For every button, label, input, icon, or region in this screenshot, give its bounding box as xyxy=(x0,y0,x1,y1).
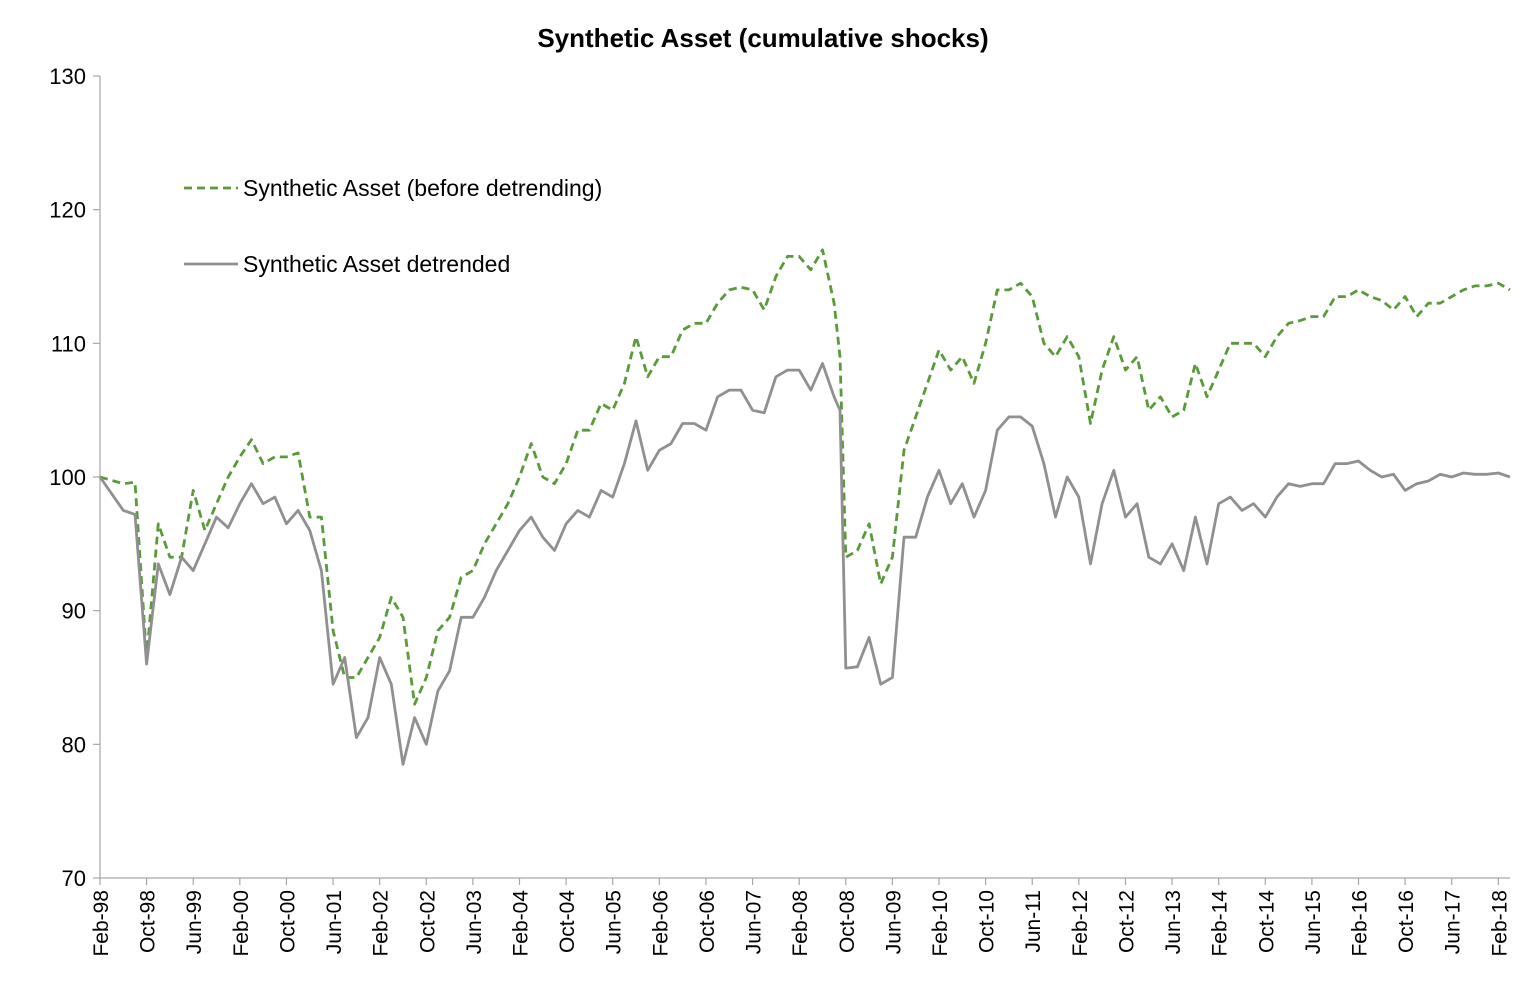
series-line-detrended xyxy=(98,361,1511,766)
x-tick-label: Feb-18 xyxy=(1488,890,1511,957)
x-tick-label: Feb-00 xyxy=(230,890,253,957)
legend: Synthetic Asset (before detrending) Synth… xyxy=(184,175,602,277)
x-tick-label: Feb-08 xyxy=(789,890,812,957)
x-tick-label: Jun-13 xyxy=(1162,890,1185,954)
x-tick-label: Feb-98 xyxy=(90,890,113,957)
x-tick-label: Oct-14 xyxy=(1255,890,1278,953)
x-tick-label: Oct-02 xyxy=(416,890,439,953)
x-tick-label: Jun-11 xyxy=(1022,890,1045,953)
x-tick-label: Oct-06 xyxy=(696,890,719,953)
x-tick-label: Jun-01 xyxy=(323,890,346,954)
legend-label: Synthetic Asset (before detrending) xyxy=(243,175,602,201)
x-tick-label: Feb-14 xyxy=(1209,890,1232,957)
y-tick-label: 110 xyxy=(51,331,86,356)
x-tick-label: Jun-17 xyxy=(1442,890,1465,954)
series-line-before-detrending xyxy=(99,248,1511,706)
x-tick-label: Oct-04 xyxy=(556,890,579,953)
x-tick-label: Feb-12 xyxy=(1069,890,1092,957)
y-tick-label: 120 xyxy=(49,198,86,223)
y-tick-label: 80 xyxy=(62,732,86,757)
chart-title: Synthetic Asset (cumulative shocks) xyxy=(537,23,988,53)
x-tick-label: Oct-16 xyxy=(1395,890,1418,953)
x-tick-label: Oct-08 xyxy=(836,890,859,953)
x-tick-label: Jun-15 xyxy=(1302,890,1325,954)
y-tick-label: 100 xyxy=(49,465,86,490)
x-tick-label: Oct-12 xyxy=(1115,890,1138,953)
y-tick-label: 130 xyxy=(49,64,86,89)
x-tick-label: Jun-99 xyxy=(183,890,206,954)
x-tick-label: Jun-07 xyxy=(743,890,766,954)
series-layer xyxy=(98,248,1511,766)
x-tick-label: Feb-16 xyxy=(1349,890,1372,957)
x-tick-label: Oct-98 xyxy=(137,890,160,953)
x-tick-label: Feb-06 xyxy=(649,890,672,957)
x-tick-label: Feb-02 xyxy=(370,890,393,957)
y-tick-label: 90 xyxy=(62,599,86,624)
x-tick-label: Feb-04 xyxy=(510,890,533,957)
x-tick-label: Jun-09 xyxy=(882,890,905,954)
x-tick-label: Jun-05 xyxy=(603,890,626,954)
legend-label: Synthetic Asset detrended xyxy=(243,251,510,277)
axes: 70 80 90 100 110 120 130 Feb-98 Oct-98 Jun-99 Feb-… xyxy=(49,64,1511,957)
x-tick-label: Feb-10 xyxy=(929,890,952,957)
x-tick-label: Oct-00 xyxy=(276,890,299,953)
x-tick-label: Jun-03 xyxy=(463,890,486,954)
y-tick-label: 70 xyxy=(62,866,86,891)
x-tick-label: Oct-10 xyxy=(976,890,999,953)
